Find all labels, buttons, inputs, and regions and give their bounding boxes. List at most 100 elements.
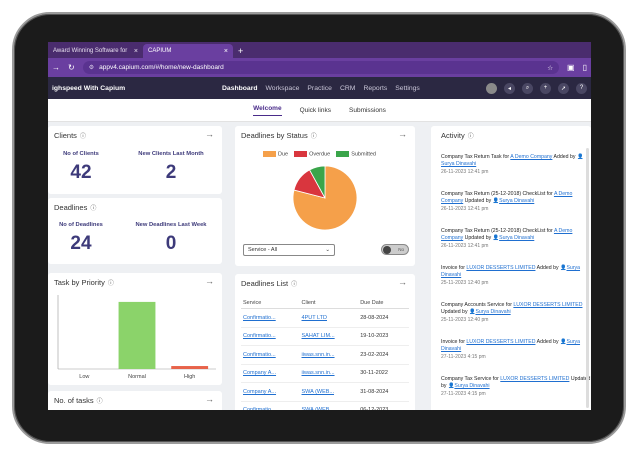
cell-service[interactable]: Confirmatio... (241, 401, 300, 410)
bar-normal[interactable] (118, 301, 156, 369)
url-field[interactable]: ⚙ appv4.capium.com/#/home/new-dashboard … (82, 61, 560, 74)
cell-client[interactable]: SAHAT LIM... (299, 327, 359, 346)
activity-scrollbar[interactable] (586, 148, 589, 408)
activity-user-link[interactable]: Surya Dinavahi (441, 265, 581, 279)
activity-user-link[interactable]: Surya Dinavahi (441, 161, 477, 168)
cell-service[interactable]: Confirmatio... (241, 327, 300, 346)
user-icon: 👤 (492, 198, 500, 205)
cell-client[interactable]: SWA (WEB... (299, 401, 359, 410)
activity-text: Company Tax Return (25-12-2018) CheckLis… (441, 191, 554, 197)
cell-service[interactable]: Company A... (241, 382, 300, 402)
card-title: Clients (54, 131, 77, 140)
activity-client-link[interactable]: A Demo Company (510, 154, 553, 160)
activity-user-link[interactable]: Surya Dinavahi (441, 339, 581, 353)
column-header-client[interactable]: Client (299, 298, 359, 309)
column-header-due-date[interactable]: Due Date (358, 298, 409, 309)
forward-icon[interactable]: → (52, 63, 60, 72)
bar-high[interactable] (171, 366, 209, 369)
arrow-right-icon[interactable]: → (205, 394, 214, 404)
search-icon[interactable]: ⌕ (522, 82, 533, 94)
menu-reports[interactable]: Reports (363, 84, 388, 92)
menu-practice[interactable]: Practice (307, 84, 332, 92)
activity-text: Company Accounts Service for (441, 302, 514, 308)
table-row[interactable]: Confirmatio... iiwas.snn.in... 23-02-2024 (241, 345, 409, 365)
browser-tab-active[interactable]: CAPIUM × (143, 44, 233, 58)
tab-welcome[interactable]: Welcome (253, 105, 282, 116)
cell-due-date: 23-02-2024 (358, 345, 409, 365)
site-settings-icon[interactable]: ⚙ (88, 65, 95, 71)
activity-time: 26-11-2023 12:41 pm (441, 242, 489, 249)
cell-client[interactable]: iiwas.snn.in... (299, 345, 359, 365)
arrow-right-icon[interactable]: → (205, 129, 214, 139)
table-row[interactable]: Confirmatio... 4PUT LTD 28-08-2024 (241, 308, 409, 328)
activity-time: 25-11-2023 12:40 pm (441, 316, 489, 323)
cell-client[interactable]: 4PUT LTD (299, 308, 359, 328)
task-priority-card: Task by Priority ⓘ → Low Normal High (48, 273, 222, 385)
info-icon[interactable]: ⓘ (79, 134, 86, 140)
activity-client-link[interactable]: A Demo Company (441, 228, 573, 242)
table-row[interactable]: Company A... iiwas.snn.in... 30-11-2022 (241, 364, 409, 383)
activity-client-link[interactable]: LUXOR DESSERTS LIMITED (466, 265, 536, 271)
reload-icon[interactable]: ↻ (68, 63, 75, 72)
announcement-icon[interactable]: ◂ (504, 82, 515, 94)
arrow-right-icon[interactable]: → (398, 129, 407, 139)
menu-crm[interactable]: CRM (339, 84, 356, 92)
activity-item: Company Tax Return Task for A Demo Compa… (441, 154, 591, 176)
table-row[interactable]: Confirmatio... SAHAT LIM... 19-10-2023 (241, 327, 409, 346)
user-icon: 👤 (492, 235, 500, 242)
menu-dashboard[interactable]: Dashboard (222, 84, 258, 92)
activity-user-link[interactable]: Surya Dinavahi (499, 198, 535, 205)
browser-tab[interactable]: Award Winning Software for × (48, 44, 143, 58)
activity-user-link[interactable]: Surya Dinavahi (475, 309, 511, 316)
info-icon[interactable]: ⓘ (96, 399, 103, 405)
activity-client-link[interactable]: LUXOR DESSERTS LIMITED (513, 302, 583, 308)
brand-name: ighspeed With Capium (52, 84, 126, 92)
add-icon[interactable]: + (540, 82, 551, 94)
cell-client[interactable]: SWA (WEB... (299, 382, 359, 402)
info-icon[interactable]: ⓘ (467, 134, 474, 140)
cell-service[interactable]: Confirmatio... (241, 308, 300, 328)
info-icon[interactable]: ⓘ (107, 281, 114, 287)
priority-bar-chart: Low Normal High (57, 295, 216, 380)
tick-label-normal: Normal (128, 374, 146, 380)
close-icon[interactable]: × (133, 47, 138, 55)
pie-slice-submitted[interactable] (309, 165, 326, 199)
arrow-right-icon[interactable]: → (205, 276, 214, 286)
menu-workspace[interactable]: Workspace (265, 84, 300, 92)
rocket-icon[interactable]: ➚ (558, 82, 569, 94)
help-icon[interactable]: ? (576, 82, 587, 94)
table-row[interactable]: Company A... SWA (WEB... 31-08-2024 (241, 382, 409, 402)
tasks-card: No. of tasks ⓘ → (48, 391, 222, 410)
status-icon[interactable] (486, 82, 497, 94)
activity-client-link[interactable]: LUXOR DESSERTS LIMITED (466, 339, 536, 345)
info-icon[interactable]: ⓘ (291, 282, 298, 288)
cell-due-date: 31-08-2024 (358, 382, 409, 402)
close-icon[interactable]: × (223, 47, 228, 55)
tab-submissions[interactable]: Submissions (349, 106, 386, 114)
arrow-right-icon[interactable]: → (398, 277, 407, 287)
cell-service[interactable]: Company A... (241, 364, 300, 383)
activity-client-link[interactable]: LUXOR DESSERTS LIMITED (500, 376, 570, 382)
star-icon[interactable]: ☆ (547, 64, 554, 72)
cell-due-date: 06-12-2023 (358, 401, 409, 410)
menu-settings[interactable]: Settings (395, 84, 420, 92)
info-icon[interactable]: ⓘ (310, 134, 317, 140)
service-select[interactable]: Service - All ⌄ (243, 244, 335, 256)
cell-client[interactable]: iiwas.snn.in... (299, 364, 359, 383)
activity-client-link[interactable]: A Demo Company (441, 191, 573, 205)
column-header-service[interactable]: Service (241, 298, 300, 309)
extensions-icon[interactable]: ▣ (567, 63, 575, 72)
tab-quick-links[interactable]: Quick links (299, 106, 331, 114)
activity-user-link[interactable]: Surya Dinavahi (499, 235, 535, 242)
deadlines-list-card: Deadlines List ⓘ → Service Client Due Dat… (235, 274, 415, 410)
activity-user-link[interactable]: Surya Dinavahi (454, 383, 490, 390)
status-toggle[interactable]: No (381, 244, 409, 255)
legend-swatch (294, 151, 308, 157)
card-title: Deadlines by Status (241, 131, 308, 140)
activity-text: Company Tax Return Task for (441, 154, 511, 160)
new-tab-button[interactable]: + (238, 46, 244, 56)
table-row[interactable]: Confirmatio...SWA (WEB...06-12-2023 (241, 401, 409, 410)
info-icon[interactable]: ⓘ (90, 206, 97, 212)
cell-service[interactable]: Confirmatio... (241, 345, 300, 365)
sidebar-icon[interactable]: ▯ (582, 63, 587, 72)
